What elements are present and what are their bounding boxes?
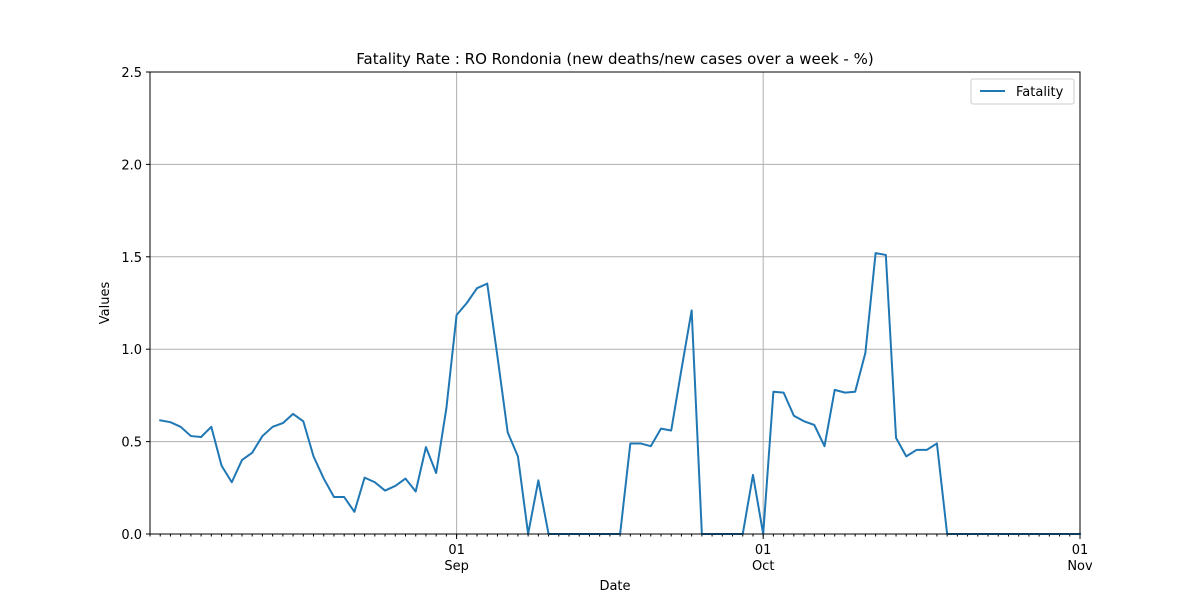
y-axis: 0.0 0.5 1.0 1.5 2.0 2.5 <box>121 66 150 543</box>
x-tick-label-day: 01 <box>448 543 465 558</box>
y-axis-label: Values <box>98 282 113 325</box>
x-tick-label-month: Sep <box>444 559 469 574</box>
y-tick-label: 2.0 <box>121 158 142 173</box>
y-tick-label: 2.5 <box>121 66 142 81</box>
x-tick-label-month: Oct <box>752 559 774 574</box>
legend-label-fatality: Fatality <box>1016 85 1064 100</box>
legend: Fatality <box>970 78 1075 105</box>
x-tick-label-day: 01 <box>1072 543 1089 558</box>
chart-title: Fatality Rate : RO Rondonia (new deaths/… <box>356 50 873 68</box>
x-tick-label-day: 01 <box>755 543 772 558</box>
legend-box <box>970 78 1075 105</box>
x-axis-label: Date <box>599 579 630 594</box>
plot-frame <box>149 71 1081 535</box>
x-tick-label-month: Nov <box>1067 559 1093 574</box>
y-tick-label: 0.5 <box>121 436 142 451</box>
y-tick-label: 0.0 <box>121 528 142 543</box>
y-tick-label: 1.0 <box>121 343 142 358</box>
y-tick-label: 1.5 <box>121 251 142 266</box>
plot-area <box>150 72 1080 534</box>
